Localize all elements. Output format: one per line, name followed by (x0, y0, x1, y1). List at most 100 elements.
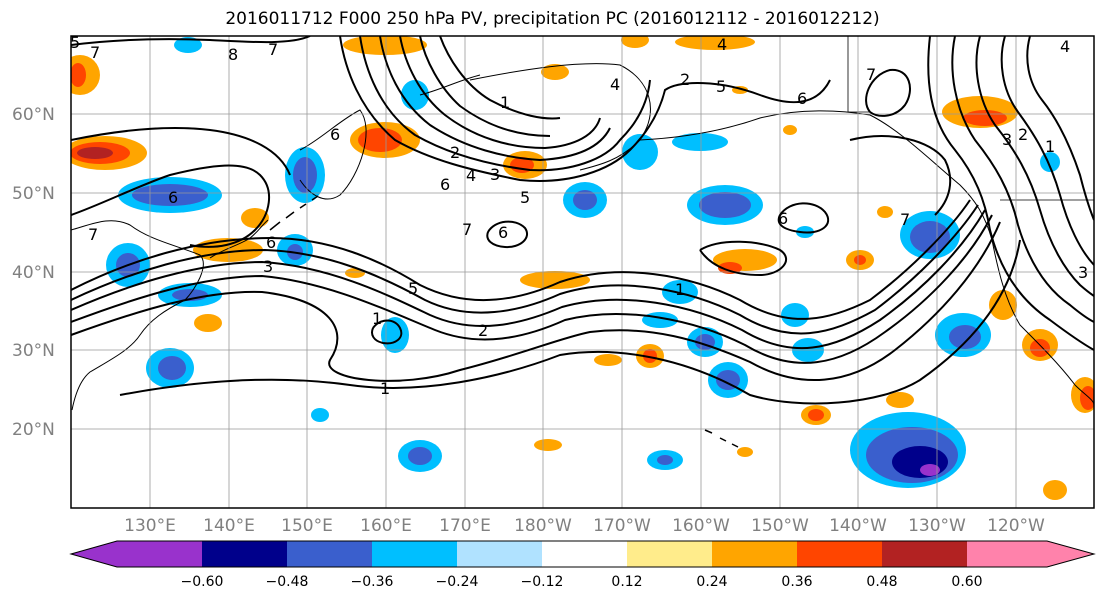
contour-label: 3 (263, 257, 273, 276)
pv-contour (951, 36, 1094, 323)
precip-pos-blob (77, 147, 113, 159)
contour-label: 2 (450, 143, 460, 162)
pv-contour (119, 239, 1021, 405)
pv-contour (359, 36, 651, 172)
contour-label: 7 (866, 65, 876, 84)
contour-label: 8 (228, 45, 238, 64)
contour-label: 7 (462, 220, 472, 239)
pv-contour (1026, 36, 1094, 221)
precip-neg-blob (174, 37, 202, 53)
precip-neg-blob (892, 446, 948, 478)
precip-neg-blob (293, 157, 317, 193)
map-frame (70, 35, 1095, 509)
pv-contour (419, 36, 551, 137)
contour-label: 1 (380, 379, 390, 398)
precip-pos-blob (783, 125, 797, 135)
pv-contour (71, 221, 1001, 382)
map-panel: 7 8 7 6 4 5 6 1 2 4 3 5 6 7 6 5 1 2 1 6 … (71, 35, 1094, 508)
precip-pos-blob (1043, 480, 1067, 500)
pv-contour (71, 209, 986, 350)
coastline-kamchatka (299, 109, 367, 200)
contour-label: 2 (680, 70, 690, 89)
contour-label: 2 (478, 321, 488, 340)
precip-pos-blob (541, 64, 569, 80)
lon-label: 150°W (751, 516, 809, 536)
colorbar-segment (627, 541, 712, 567)
colorbar-segment (882, 541, 967, 567)
colorbar-tick-label: −0.12 (521, 574, 564, 590)
pv-contour (849, 135, 952, 216)
colorbar-segment (967, 541, 1047, 567)
contour-label: 4 (466, 166, 476, 185)
pv-contour (399, 36, 601, 150)
colorbar-tick-label: 0.36 (781, 574, 812, 590)
contour-label: 6 (498, 223, 508, 242)
pv-contour (975, 36, 1094, 297)
colorbar-segment (287, 541, 372, 567)
precip-pos-blob (877, 206, 893, 218)
colorbar-segment (117, 541, 202, 567)
coastline-north-america (869, 114, 1094, 406)
pv-contour (699, 240, 788, 277)
contour-label: 4 (610, 75, 620, 94)
precip-pos-blob (194, 314, 222, 332)
pv-contour (371, 319, 403, 345)
precip-pos-blob (718, 262, 742, 274)
precip-pos-blob (963, 110, 1007, 126)
precip-pos-blob (1080, 386, 1094, 410)
contour-label: 7 (88, 225, 98, 244)
contour-label: 6 (440, 175, 450, 194)
lon-label: 180°W (514, 516, 572, 536)
longitude-labels: 130°E 140°E 150°E 160°E 170°E 180°W 170°… (124, 516, 1045, 536)
contour-label: 6 (330, 125, 340, 144)
lon-label: 140°E (203, 516, 255, 536)
pv-contour (486, 220, 528, 249)
lon-label: 160°E (360, 516, 412, 536)
pv-contour (71, 199, 971, 320)
precip-neg-blob (158, 356, 186, 380)
contour-label: 4 (717, 35, 727, 54)
precip-pos-blob (358, 128, 402, 152)
precip-pos-blob (808, 409, 824, 421)
lat-label: 50°N (12, 184, 55, 204)
canada-alaska-border (847, 36, 870, 113)
contour-label: 2 (1018, 125, 1028, 144)
latitude-labels: 60°N 50°N 40°N 30°N 20°N (12, 105, 55, 440)
lon-label: 160°W (672, 516, 730, 536)
colorbar-segment (202, 541, 287, 567)
contour-label: 6 (778, 209, 788, 228)
pv-contour (1000, 36, 1094, 266)
precip-pos-blob (675, 36, 755, 50)
pv-contour (865, 68, 911, 117)
precip-neg-blob (622, 134, 658, 170)
precip-neg-blob (132, 184, 208, 206)
contour-label: 7 (268, 40, 278, 59)
precip-pos-blob (854, 255, 866, 265)
lon-label: 170°W (593, 516, 651, 536)
contour-label: 6 (266, 233, 276, 252)
pv-contour (71, 214, 993, 364)
lat-label: 30°N (12, 341, 55, 361)
precip-neg-blob (781, 303, 809, 327)
precip-neg-blob (662, 280, 698, 304)
colorbar-tick-label: 0.12 (611, 574, 642, 590)
colorbar-segment (712, 541, 797, 567)
contour-label: 5 (408, 279, 418, 298)
pv-contour (71, 204, 979, 335)
precip-neg-blob (657, 455, 673, 465)
precip-neg-blob (716, 370, 740, 390)
pv-contour (71, 36, 311, 46)
map-title: 2016011712 F000 250 hPa PV, precipitatio… (225, 9, 880, 29)
precip-pos-blob (643, 349, 657, 363)
precip-pos-blob (343, 36, 427, 55)
contour-label: 5 (716, 77, 726, 96)
lon-label: 150°E (281, 516, 333, 536)
pv-contour (927, 36, 1094, 351)
hawaii-islands (704, 429, 739, 448)
precip-pos-blob (621, 36, 649, 48)
lon-label: 130°E (124, 516, 176, 536)
contour-label: 1 (675, 280, 685, 299)
precip-pos-blob (989, 290, 1017, 320)
precip-neg-blob (949, 325, 981, 349)
